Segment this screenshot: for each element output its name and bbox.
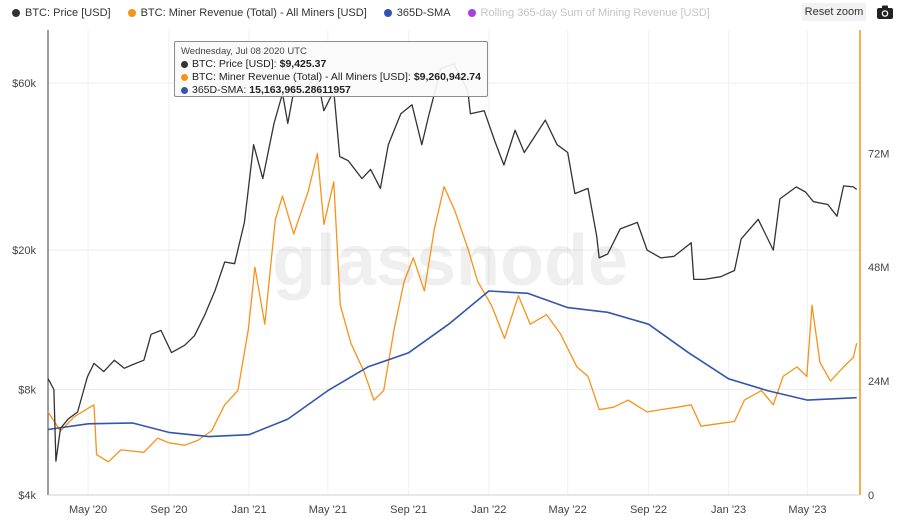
camera-icon[interactable] — [876, 4, 894, 20]
x-tick-label: Jan '23 — [711, 504, 746, 516]
tooltip-label-miner-revenue: BTC: Miner Revenue (Total) - All Miners … — [192, 71, 411, 83]
tooltip-value-btc-price: $9,425.37 — [279, 58, 327, 70]
reset-zoom-button[interactable]: Reset zoom — [802, 3, 866, 21]
tooltip-label-btc-price: BTC: Price [USD]: — [192, 58, 277, 70]
tooltip-date: Wednesday, Jul 08 2020 UTC — [181, 46, 307, 57]
x-tick-label: Jan '21 — [231, 504, 266, 516]
tooltip-value-miner-revenue: $9,260,942.74 — [413, 71, 481, 83]
legend-item-rolling-sum[interactable]: Rolling 365-day Sum of Mining Revenue [U… — [467, 7, 710, 19]
legend-label-365d-sma: 365D-SMA — [396, 7, 451, 19]
x-tick-label: Sep '21 — [390, 504, 427, 516]
watermark: glassnode — [272, 221, 628, 301]
tooltip-row-365d-sma: 365D-SMA: 15,163,965.28611957 — [181, 84, 481, 97]
x-tick-label: Sep '22 — [630, 504, 667, 516]
legend-dot-miner-revenue — [127, 9, 136, 17]
legend-item-btc-price[interactable]: BTC: Price [USD] — [12, 7, 111, 19]
y-right-tick-label: 48M — [868, 262, 889, 274]
legend-dot-rolling-sum — [467, 9, 476, 17]
series-line-btc-price — [47, 63, 858, 462]
series-line-365d-sma — [47, 290, 857, 438]
tooltip-value-365d-sma: 15,163,965.28611957 — [249, 84, 351, 96]
hover-tooltip: Wednesday, Jul 08 2020 UTC BTC: Price [U… — [174, 41, 488, 97]
y-right-tick-label: 0 — [868, 490, 874, 502]
x-tick-label: May '22 — [549, 504, 587, 516]
tooltip-dot-miner-revenue — [181, 74, 188, 81]
x-tick-label: May '21 — [309, 504, 347, 516]
axes — [47, 30, 861, 496]
legend-label-miner-revenue: BTC: Miner Revenue (Total) - All Miners … — [140, 7, 367, 19]
tooltip-label-365d-sma: 365D-SMA: — [192, 84, 247, 96]
y-right-tick-label: 24M — [868, 376, 889, 388]
legend-label-rolling-sum: Rolling 365-day Sum of Mining Revenue [U… — [480, 7, 710, 19]
legend-item-miner-revenue[interactable]: BTC: Miner Revenue (Total) - All Miners … — [127, 7, 367, 19]
x-tick-label: May '20 — [69, 504, 107, 516]
legend-dot-btc-price — [12, 9, 20, 17]
tick-labels: $4k $8k $20k $60k 0 24M 48M 72M May '20 Sep '20 Ja… — [12, 78, 889, 516]
series-lines — [47, 63, 858, 463]
y-right-tick-label: 72M — [868, 148, 889, 160]
y-left-tick-label: $60k — [12, 78, 36, 90]
y-left-tick-label: $4k — [18, 490, 36, 502]
tooltip-dot-365d-sma — [181, 87, 188, 94]
x-tick-label: Sep '20 — [150, 504, 187, 516]
series-line-miner-revenue — [47, 152, 858, 463]
x-tick-label: Jan '22 — [471, 504, 506, 516]
tooltip-row-miner-revenue: BTC: Miner Revenue (Total) - All Miners … — [181, 71, 481, 84]
legend-label-btc-price: BTC: Price [USD] — [25, 7, 111, 19]
y-left-tick-label: $20k — [12, 245, 36, 257]
legend-dot-365d-sma — [383, 9, 392, 17]
tooltip-row-btc-price: BTC: Price [USD]: $9,425.37 — [181, 58, 481, 71]
x-tick-label: May '23 — [788, 504, 826, 516]
y-left-tick-label: $8k — [18, 385, 36, 397]
tooltip-dot-btc-price — [181, 61, 188, 68]
legend-item-365d-sma[interactable]: 365D-SMA — [383, 7, 451, 19]
chart-legend: BTC: Price [USD] BTC: Miner Revenue (Tot… — [12, 5, 727, 21]
